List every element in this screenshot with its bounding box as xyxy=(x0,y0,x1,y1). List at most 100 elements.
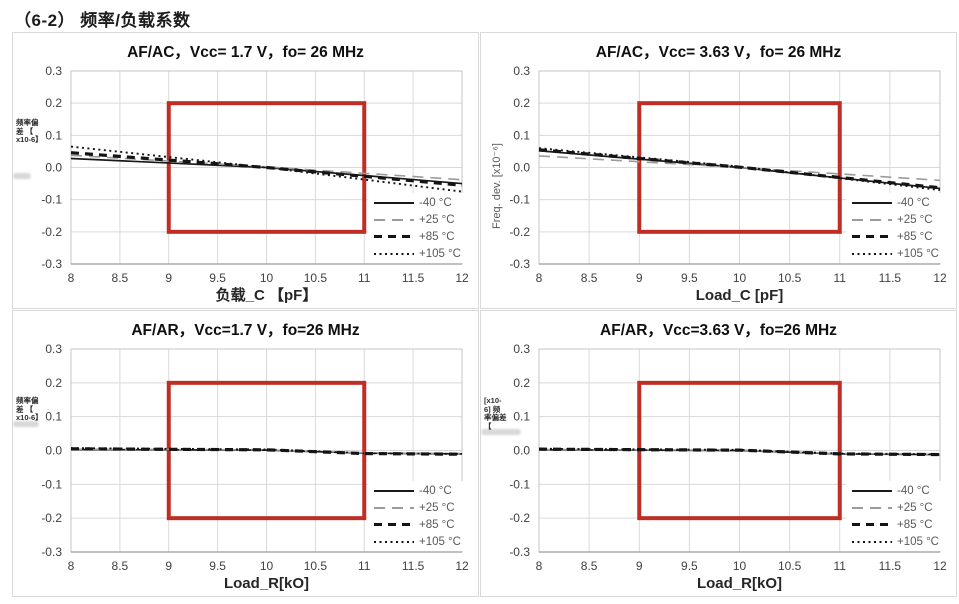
legend-item: -40 °C xyxy=(373,484,461,497)
svg-text:0.0: 0.0 xyxy=(45,444,62,458)
svg-text:0.3: 0.3 xyxy=(513,64,530,78)
svg-text:0.2: 0.2 xyxy=(45,376,62,390)
legend-label: -40 °C xyxy=(418,484,452,497)
y-axis-label: 频率偏差 【x10-6】 xyxy=(16,118,43,144)
chart-title: AF/AR，Vcc=3.63 V，fo=26 MHz xyxy=(600,322,837,339)
svg-text:0.0: 0.0 xyxy=(513,444,530,458)
legend-label: +25 °C xyxy=(418,213,455,226)
scan-artifact xyxy=(13,173,31,179)
series-line xyxy=(70,151,463,187)
legend-item: -40 °C xyxy=(851,484,939,497)
legend-line-sample xyxy=(851,540,892,543)
series-line xyxy=(538,148,941,190)
svg-text:-0.2: -0.2 xyxy=(41,225,62,239)
svg-text:8.5: 8.5 xyxy=(581,271,598,285)
svg-text:8: 8 xyxy=(536,271,543,285)
legend-line-sample xyxy=(373,522,414,527)
legend-label: +25 °C xyxy=(896,213,933,226)
legend-label: +85 °C xyxy=(418,518,455,531)
svg-text:10: 10 xyxy=(733,271,747,285)
svg-text:0.3: 0.3 xyxy=(45,342,62,356)
legend-item: +25 °C xyxy=(851,213,939,226)
svg-text:0.0: 0.0 xyxy=(513,161,530,175)
legend-item: +105 °C xyxy=(851,247,939,260)
svg-text:-0.2: -0.2 xyxy=(509,511,530,525)
svg-text:10.5: 10.5 xyxy=(304,271,328,285)
legend-line-sample xyxy=(851,201,892,204)
x-axis-title: Load_R[kO] xyxy=(224,575,309,592)
svg-text:9.5: 9.5 xyxy=(209,559,226,573)
svg-text:-0.1: -0.1 xyxy=(41,193,62,207)
svg-text:0.3: 0.3 xyxy=(45,64,62,78)
svg-text:11.5: 11.5 xyxy=(879,559,902,573)
svg-text:0.1: 0.1 xyxy=(45,410,62,424)
legend-label: +105 °C xyxy=(896,247,939,260)
svg-text:8: 8 xyxy=(68,271,75,285)
y-axis-label: Freq. dev. [x10⁻⁶] xyxy=(491,143,503,229)
legend-line-sample xyxy=(851,252,892,255)
x-axis-title: 负载_C 【pF】 xyxy=(216,286,318,304)
chart-plot: 0.3 0.2 0.1 0.0 -0.1 -0.2 -0.3 8 8.5 9 9.5 10 10.5 11… xyxy=(509,342,947,592)
chart-legend: -40 °C +25 °C +85 °C +105 °C xyxy=(845,481,943,551)
svg-text:9: 9 xyxy=(165,559,172,573)
svg-text:-0.3: -0.3 xyxy=(509,257,530,271)
legend-label: +85 °C xyxy=(896,518,933,531)
svg-text:9.5: 9.5 xyxy=(681,271,698,285)
svg-text:10.5: 10.5 xyxy=(778,271,802,285)
legend-label: -40 °C xyxy=(896,196,930,209)
svg-text:11: 11 xyxy=(834,559,847,573)
svg-text:-0.1: -0.1 xyxy=(509,193,530,207)
svg-text:12: 12 xyxy=(933,271,947,285)
svg-text:-0.2: -0.2 xyxy=(41,511,62,525)
series-line xyxy=(70,154,463,181)
legend-item: +85 °C xyxy=(373,230,461,243)
legend-line-sample xyxy=(851,218,892,221)
legend-label: +85 °C xyxy=(896,230,933,243)
legend-item: +25 °C xyxy=(373,213,461,226)
chart-panel-afac-1v7: AF/AC，Vcc= 1.7 V，fo= 26 MHz 频率偏差 【x10-6】… xyxy=(12,32,479,309)
svg-text:8.5: 8.5 xyxy=(112,559,129,573)
chart-plot: 0.3 0.2 0.1 0.0 -0.1 -0.2 -0.3 8 8.5 9 9.5 10 10.5 11… xyxy=(41,64,469,304)
chart-plot: 0.3 0.2 0.1 0.0 -0.1 -0.2 -0.3 8 8.5 9 9.5 10 10.5 11… xyxy=(41,342,469,592)
svg-text:0.3: 0.3 xyxy=(513,342,530,356)
legend-label: +85 °C xyxy=(418,230,455,243)
svg-text:11.5: 11.5 xyxy=(402,271,425,285)
svg-text:12: 12 xyxy=(455,559,469,573)
tick-labels: 0.3 0.2 0.1 0.0 -0.1 -0.2 -0.3 8 8.5 9 9.5 10 10.5 11… xyxy=(41,342,469,573)
svg-text:-0.2: -0.2 xyxy=(509,225,530,239)
svg-text:0.1: 0.1 xyxy=(513,410,530,424)
tick-labels: 0.3 0.2 0.1 0.0 -0.1 -0.2 -0.3 8 8.5 9 9.5 10 10.5 11… xyxy=(41,64,469,285)
svg-text:10: 10 xyxy=(260,559,274,573)
svg-text:0.2: 0.2 xyxy=(45,96,62,110)
svg-text:8.5: 8.5 xyxy=(112,271,129,285)
svg-text:9.5: 9.5 xyxy=(209,271,226,285)
legend-label: +25 °C xyxy=(896,501,933,514)
chart-legend: -40 °C +25 °C +85 °C +105 °C xyxy=(367,481,465,551)
svg-text:11: 11 xyxy=(834,271,847,285)
svg-text:-0.1: -0.1 xyxy=(509,477,530,491)
legend-label: -40 °C xyxy=(418,196,452,209)
svg-text:10.5: 10.5 xyxy=(778,559,802,573)
svg-text:-0.1: -0.1 xyxy=(41,477,62,491)
svg-text:0.1: 0.1 xyxy=(513,128,530,142)
legend-label: +105 °C xyxy=(418,247,461,260)
svg-text:0.2: 0.2 xyxy=(513,376,530,390)
chart-panel-afac-3v63: AF/AC，Vcc= 3.63 V，fo= 26 MHz Freq. dev. … xyxy=(480,32,957,309)
svg-text:10: 10 xyxy=(733,559,747,573)
svg-text:11.5: 11.5 xyxy=(879,271,902,285)
legend-item: +105 °C xyxy=(851,535,939,548)
svg-text:12: 12 xyxy=(933,559,947,573)
legend-label: +105 °C xyxy=(896,535,939,548)
svg-text:9: 9 xyxy=(636,559,643,573)
scan-artifact xyxy=(13,421,39,427)
tick-labels: 0.3 0.2 0.1 0.0 -0.1 -0.2 -0.3 8 8.5 9 9.5 10 10.5 11… xyxy=(509,342,947,573)
chart-title: AF/AC，Vcc= 1.7 V，fo= 26 MHz xyxy=(127,44,364,61)
legend-line-sample xyxy=(851,506,892,509)
svg-text:9: 9 xyxy=(636,271,643,285)
svg-text:8: 8 xyxy=(68,559,75,573)
legend-line-sample xyxy=(373,252,414,255)
legend-line-sample xyxy=(373,540,414,543)
spec-limit-box xyxy=(166,101,367,234)
svg-text:8.5: 8.5 xyxy=(581,559,598,573)
svg-text:-0.3: -0.3 xyxy=(41,257,62,271)
